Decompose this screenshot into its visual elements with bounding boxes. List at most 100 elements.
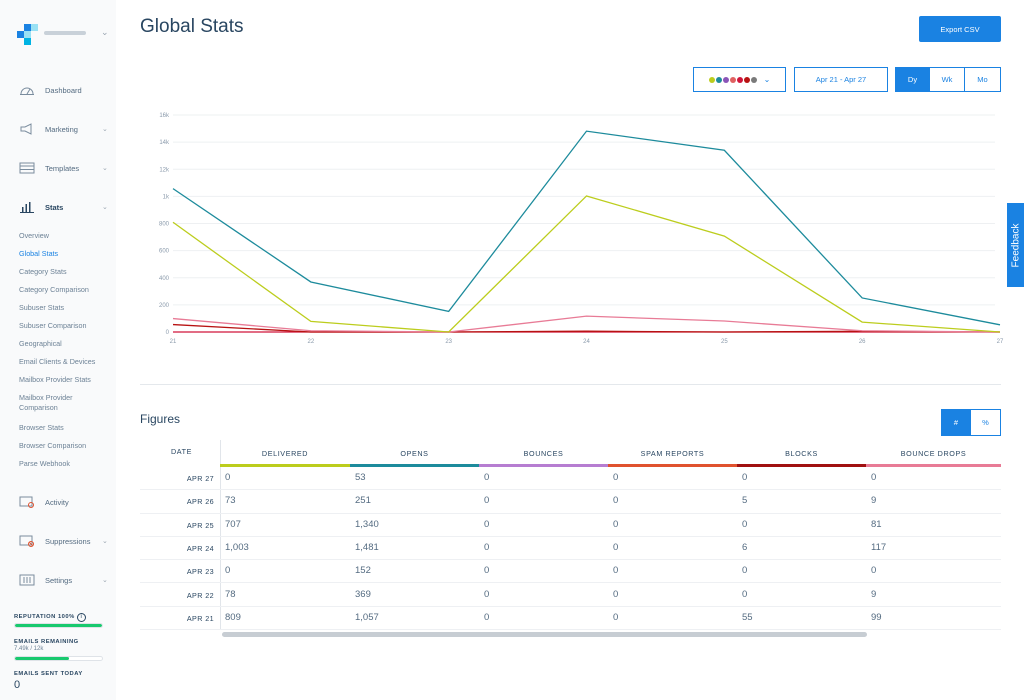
series-line xyxy=(172,315,1001,333)
row-date: APR 23 xyxy=(186,567,214,577)
chevron-down-icon: ⌄ xyxy=(102,204,108,211)
chevron-down-icon[interactable]: ⌄ xyxy=(101,27,109,37)
period-month-button[interactable]: Mo xyxy=(964,67,1001,92)
table-cell: 0 xyxy=(613,565,619,577)
info-icon[interactable]: i xyxy=(76,613,86,622)
table-cell: 809 xyxy=(225,611,241,623)
legend-dot xyxy=(715,76,722,83)
stats-subnav-item[interactable]: Browser Stats xyxy=(19,423,64,432)
legend-dot xyxy=(743,76,750,83)
table-cell: 0 xyxy=(742,565,748,577)
column-header[interactable]: OPENS xyxy=(350,440,479,467)
column-header[interactable]: SPAM REPORTS xyxy=(608,440,737,467)
legend-dot xyxy=(750,76,757,83)
table-cell: 251 xyxy=(355,495,371,507)
horizontal-scrollbar[interactable] xyxy=(222,632,867,637)
nav-label: Suppressions xyxy=(45,536,91,546)
nav-label: Settings xyxy=(45,575,73,585)
stats-subnav-item[interactable]: Mailbox Provider Comparison xyxy=(19,393,73,412)
column-color-bar xyxy=(220,464,350,467)
stats-subnav-item[interactable]: Mailbox Provider Stats xyxy=(19,375,91,384)
toggle-count-button[interactable]: # xyxy=(941,409,971,436)
period-week-button[interactable]: Wk xyxy=(929,67,965,92)
table-cell: 73 xyxy=(225,495,236,507)
stats-subnav-item[interactable]: Subuser Stats xyxy=(19,303,65,312)
y-tick-label: 0 xyxy=(166,330,170,336)
nav-settings[interactable]: Settings ⌄ xyxy=(18,570,108,590)
table-cell: 369 xyxy=(355,588,371,600)
table-cell: 0 xyxy=(484,541,490,553)
activity-icon xyxy=(18,495,36,509)
column-header-label: DELIVERED xyxy=(261,449,309,458)
column-header[interactable]: DELIVERED xyxy=(220,440,350,467)
settings-icon xyxy=(18,573,36,587)
stats-subnav-item[interactable]: Email Clients & Devices xyxy=(19,357,96,366)
column-header[interactable]: DATE xyxy=(140,438,192,465)
table-cell: 1,481 xyxy=(355,541,379,553)
table-row: APR 24 1,003 1,481 0 0 6 117 xyxy=(140,537,1001,561)
legend-dot xyxy=(722,76,729,83)
table-cell: 78 xyxy=(225,588,236,600)
table-column-divider xyxy=(220,440,221,630)
column-color-bar xyxy=(866,464,1001,467)
nav-dashboard[interactable]: Dashboard xyxy=(18,80,82,100)
stats-subnav-item[interactable]: Geographical xyxy=(19,339,62,348)
y-tick-label: 600 xyxy=(159,249,170,255)
brand-logo-icon[interactable] xyxy=(17,24,38,45)
stats-subnav-item[interactable]: Overview xyxy=(19,231,49,240)
column-header[interactable]: BLOCKS xyxy=(737,440,866,467)
column-color-bar xyxy=(479,464,608,467)
stats-subnav-item[interactable]: Category Comparison xyxy=(19,285,89,294)
nav-activity[interactable]: Activity xyxy=(18,492,69,512)
stats-subnav-item[interactable]: Browser Comparison xyxy=(19,441,87,450)
x-tick-label: 25 xyxy=(721,339,728,345)
figures-table: DATE DELIVERED OPENS BOUNCES SPAM REPORTS BLO… xyxy=(140,440,1002,640)
table-cell: 9 xyxy=(871,495,877,507)
nav-label: Stats xyxy=(45,202,64,212)
table-cell: 0 xyxy=(871,565,877,577)
period-day-button[interactable]: Dy xyxy=(895,67,930,92)
nav-marketing[interactable]: Marketing ⌄ xyxy=(18,119,108,139)
series-color-dropdown[interactable]: ⌄ xyxy=(693,67,786,92)
date-range-picker[interactable]: Apr 21 - Apr 27 xyxy=(794,67,888,92)
export-csv-button[interactable]: Export CSV xyxy=(919,16,1001,42)
x-tick-label: 27 xyxy=(997,339,1004,345)
table-cell: 0 xyxy=(613,495,619,507)
stats-subnav-item[interactable]: Global Stats xyxy=(19,249,59,258)
table-cell: 53 xyxy=(355,472,366,483)
table-cell: 6 xyxy=(742,541,748,553)
templates-icon xyxy=(18,161,36,175)
chevron-down-icon: ⌄ xyxy=(102,577,108,584)
nav-templates[interactable]: Templates ⌄ xyxy=(18,158,108,178)
table-row: APR 23 0 152 0 0 0 0 xyxy=(140,560,1001,584)
nav-label: Marketing xyxy=(45,124,78,134)
stats-subnav-item[interactable]: Parse Webhook xyxy=(19,459,71,468)
table-cell: 0 xyxy=(613,518,619,530)
legend-color-dots xyxy=(708,76,757,83)
column-header[interactable]: BOUNCE DROPS xyxy=(866,440,1001,467)
legend-dot xyxy=(729,76,736,83)
stats-subnav-item[interactable]: Subuser Comparison xyxy=(19,321,87,330)
table-cell: 707 xyxy=(225,518,241,530)
nav-suppressions[interactable]: Suppressions ⌄ xyxy=(18,531,108,551)
table-cell: 0 xyxy=(484,472,490,483)
feedback-tab[interactable]: Feedback xyxy=(1007,203,1024,287)
nav-stats[interactable]: Stats ⌄ xyxy=(18,197,108,217)
bar-chart-icon xyxy=(18,200,36,214)
megaphone-icon xyxy=(18,122,36,136)
table-cell: 0 xyxy=(871,472,877,483)
reputation-meter xyxy=(14,623,103,628)
table-cell: 0 xyxy=(613,588,619,600)
table-cell: 0 xyxy=(225,472,231,483)
column-header[interactable]: BOUNCES xyxy=(479,440,608,467)
account-name[interactable] xyxy=(44,31,86,35)
row-date: APR 22 xyxy=(186,590,214,600)
y-tick-label: 400 xyxy=(159,276,170,282)
nav-label: Activity xyxy=(45,497,69,507)
column-header-label: BOUNCES xyxy=(523,449,564,458)
series-line xyxy=(172,130,1001,326)
stats-subnav-item[interactable]: Category Stats xyxy=(19,267,67,276)
chevron-down-icon: ⌄ xyxy=(102,126,108,133)
y-tick-label: 800 xyxy=(159,222,170,228)
toggle-percent-button[interactable]: % xyxy=(970,409,1001,436)
